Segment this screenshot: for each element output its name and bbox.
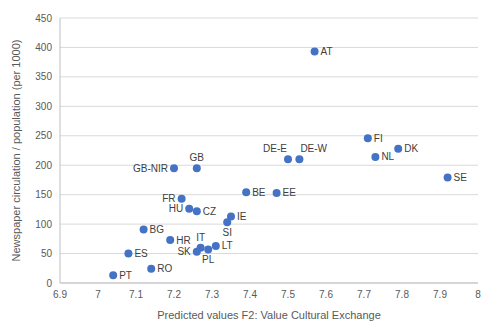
svg-text:7.6: 7.6 <box>319 289 333 300</box>
svg-text:7.5: 7.5 <box>281 289 295 300</box>
svg-text:7.8: 7.8 <box>395 289 409 300</box>
svg-text:6.9: 6.9 <box>53 289 67 300</box>
svg-text:0: 0 <box>46 278 52 289</box>
svg-text:GB-NIR: GB-NIR <box>133 163 168 174</box>
svg-text:250: 250 <box>35 130 52 141</box>
svg-text:SE: SE <box>454 172 468 183</box>
svg-text:7.2: 7.2 <box>167 289 181 300</box>
svg-text:Newspaper circulation / popula: Newspaper circulation / population (per … <box>10 40 22 262</box>
svg-text:CZ: CZ <box>203 206 216 217</box>
svg-text:Predicted values F2: Value Cul: Predicted values F2: Value Cultural Exch… <box>157 309 381 321</box>
svg-text:150: 150 <box>35 189 52 200</box>
svg-text:IT: IT <box>196 232 205 243</box>
svg-text:HU: HU <box>169 203 183 214</box>
svg-text:50: 50 <box>41 248 53 259</box>
svg-text:200: 200 <box>35 160 52 171</box>
svg-text:PL: PL <box>202 254 215 265</box>
svg-text:7.9: 7.9 <box>433 289 447 300</box>
svg-text:350: 350 <box>35 71 52 82</box>
svg-text:HR: HR <box>176 235 190 246</box>
svg-text:SK: SK <box>177 246 191 257</box>
svg-text:100: 100 <box>35 219 52 230</box>
svg-text:LT: LT <box>222 240 233 251</box>
svg-text:DK: DK <box>404 143 418 154</box>
svg-text:DE-E: DE-E <box>263 143 287 154</box>
svg-text:450: 450 <box>35 13 52 24</box>
svg-text:NL: NL <box>381 151 394 162</box>
svg-text:7.7: 7.7 <box>357 289 371 300</box>
svg-text:EE: EE <box>283 187 297 198</box>
svg-text:8: 8 <box>475 289 481 300</box>
svg-text:PT: PT <box>119 270 132 281</box>
svg-text:BE: BE <box>252 187 266 198</box>
svg-text:GB: GB <box>190 152 205 163</box>
svg-text:7.3: 7.3 <box>205 289 219 300</box>
svg-text:BG: BG <box>150 224 165 235</box>
svg-text:RO: RO <box>157 263 172 274</box>
svg-text:7: 7 <box>95 289 101 300</box>
svg-text:7.4: 7.4 <box>243 289 257 300</box>
svg-text:ES: ES <box>134 248 148 259</box>
svg-text:300: 300 <box>35 101 52 112</box>
svg-text:AT: AT <box>321 46 333 57</box>
svg-text:DE-W: DE-W <box>300 143 327 154</box>
svg-text:FR: FR <box>162 193 176 205</box>
svg-text:400: 400 <box>35 42 52 53</box>
svg-text:FI: FI <box>374 133 383 144</box>
svg-text:7.1: 7.1 <box>129 289 143 300</box>
svg-text:IE: IE <box>237 211 247 222</box>
svg-text:SI: SI <box>222 227 231 238</box>
